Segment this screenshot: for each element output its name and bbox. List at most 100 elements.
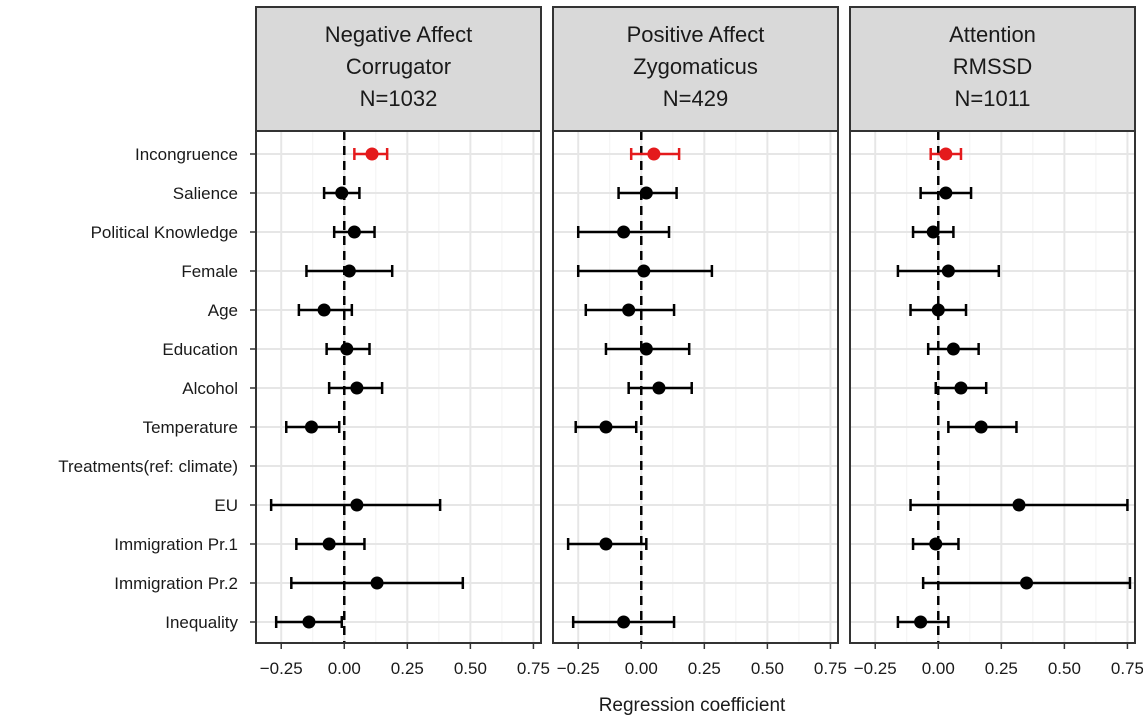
coefficient-marker bbox=[297, 303, 354, 317]
coefficient-marker bbox=[911, 225, 955, 239]
facet-panel: Attention RMSSD N=1011 −0.25 0.00 0.25 0.50 0.7… bbox=[849, 6, 1143, 678]
point-estimate bbox=[1020, 576, 1034, 590]
point-estimate bbox=[914, 615, 928, 629]
coefficient-marker bbox=[909, 498, 1129, 512]
point-estimate bbox=[1012, 498, 1026, 512]
coefficient-marker bbox=[929, 147, 963, 161]
coefficient-marker bbox=[909, 303, 968, 317]
panel-border bbox=[552, 130, 839, 644]
point-estimate bbox=[304, 420, 318, 434]
coefficient-marker bbox=[629, 147, 681, 161]
coefficient-marker bbox=[576, 225, 671, 239]
point-estimate bbox=[342, 264, 356, 278]
point-estimate bbox=[347, 225, 361, 239]
category-labels: Incongruence Salience Political Knowledge F… bbox=[58, 145, 256, 632]
facet-title-line: Negative Affect bbox=[325, 22, 473, 47]
facet-strip bbox=[552, 6, 839, 132]
x-tick-label: 0.75 bbox=[814, 659, 847, 678]
coefficient-marker bbox=[269, 498, 442, 512]
x-tick-label: 0.50 bbox=[454, 659, 487, 678]
point-estimate bbox=[622, 303, 636, 317]
x-tick-label: 0.00 bbox=[625, 659, 658, 678]
x-axis-title: Regression coefficient bbox=[599, 695, 786, 716]
coefficient-marker bbox=[919, 186, 973, 200]
facet-title-line: N=1011 bbox=[954, 86, 1030, 111]
coefficient-marker bbox=[576, 264, 714, 278]
y-tick-label: Salience bbox=[173, 184, 238, 203]
point-estimate bbox=[599, 537, 613, 551]
point-estimate bbox=[370, 576, 384, 590]
y-tick-label: Education bbox=[162, 340, 238, 359]
panel-border bbox=[849, 130, 1136, 644]
coefficient-marker bbox=[604, 342, 691, 356]
facet-title-line: Attention bbox=[949, 22, 1036, 47]
coefficient-marker bbox=[322, 186, 361, 200]
point-estimate bbox=[617, 615, 631, 629]
facet-panel: Negative Affect Corrugator N=1032 −0.25 0.00… bbox=[255, 6, 550, 678]
x-tick-label: 0.00 bbox=[328, 659, 361, 678]
point-estimate bbox=[322, 537, 336, 551]
x-tick-label: 0.75 bbox=[517, 659, 550, 678]
point-estimate bbox=[340, 342, 354, 356]
y-tick-label: Treatments(ref: climate) bbox=[58, 457, 238, 476]
point-estimate bbox=[302, 615, 316, 629]
point-estimate bbox=[954, 381, 968, 395]
y-tick-label: Alcohol bbox=[182, 379, 238, 398]
y-tick-label: Female bbox=[181, 262, 238, 281]
point-estimate bbox=[617, 225, 631, 239]
facet-panel: Positive Affect Zygomaticus N=429 −0.25 0.00… bbox=[552, 6, 847, 678]
coefficient-marker bbox=[947, 420, 1018, 434]
panel-border bbox=[255, 130, 542, 644]
point-estimate bbox=[946, 342, 960, 356]
y-tick-label: Age bbox=[208, 301, 238, 320]
y-tick-label: EU bbox=[214, 496, 238, 515]
point-estimate bbox=[926, 225, 940, 239]
x-tick-label: −0.25 bbox=[260, 659, 303, 678]
facet-title-line: Positive Affect bbox=[627, 22, 765, 47]
point-estimate bbox=[931, 303, 945, 317]
point-estimate bbox=[599, 420, 613, 434]
x-tick-label: −0.25 bbox=[557, 659, 600, 678]
y-tick-label: Incongruence bbox=[135, 145, 238, 164]
x-tick-label: 0.75 bbox=[1111, 659, 1143, 678]
coefficient-marker bbox=[926, 342, 980, 356]
coefficient-marker bbox=[325, 342, 371, 356]
y-tick-label: Inequality bbox=[165, 613, 238, 632]
x-tick-label: 0.25 bbox=[688, 659, 721, 678]
y-tick-label: Political Knowledge bbox=[91, 223, 238, 242]
coefficient-marker bbox=[921, 576, 1132, 590]
coefficient-marker bbox=[290, 576, 465, 590]
point-estimate bbox=[929, 537, 943, 551]
facet-title-line: N=1032 bbox=[360, 86, 438, 111]
coefficient-marker bbox=[617, 186, 678, 200]
point-estimate bbox=[350, 498, 364, 512]
panels-layer: Negative Affect Corrugator N=1032 −0.25 0.00… bbox=[255, 6, 1143, 678]
coefficient-marker bbox=[627, 381, 693, 395]
coefficient-marker bbox=[353, 147, 389, 161]
point-estimate bbox=[941, 264, 955, 278]
point-estimate bbox=[637, 264, 651, 278]
coefficient-marker bbox=[305, 264, 394, 278]
point-estimate bbox=[652, 381, 666, 395]
x-tick-label: 0.00 bbox=[922, 659, 955, 678]
coefficient-marker bbox=[584, 303, 676, 317]
x-tick-label: 0.50 bbox=[751, 659, 784, 678]
x-tick-label: −0.25 bbox=[854, 659, 897, 678]
point-estimate bbox=[317, 303, 331, 317]
coefficient-marker bbox=[332, 225, 376, 239]
point-estimate bbox=[639, 342, 653, 356]
point-estimate bbox=[939, 147, 953, 161]
x-tick-label: 0.50 bbox=[1048, 659, 1081, 678]
point-estimate bbox=[365, 147, 379, 161]
point-estimate bbox=[335, 186, 349, 200]
coefficient-marker bbox=[896, 264, 1001, 278]
facet-title-line: N=429 bbox=[663, 86, 728, 111]
coefficient-marker bbox=[295, 537, 366, 551]
x-tick-label: 0.25 bbox=[985, 659, 1018, 678]
coefficient-marker bbox=[274, 615, 344, 629]
x-tick-label: 0.25 bbox=[391, 659, 424, 678]
point-estimate bbox=[350, 381, 364, 395]
coefficient-marker bbox=[327, 381, 384, 395]
coefficient-marker bbox=[574, 420, 638, 434]
